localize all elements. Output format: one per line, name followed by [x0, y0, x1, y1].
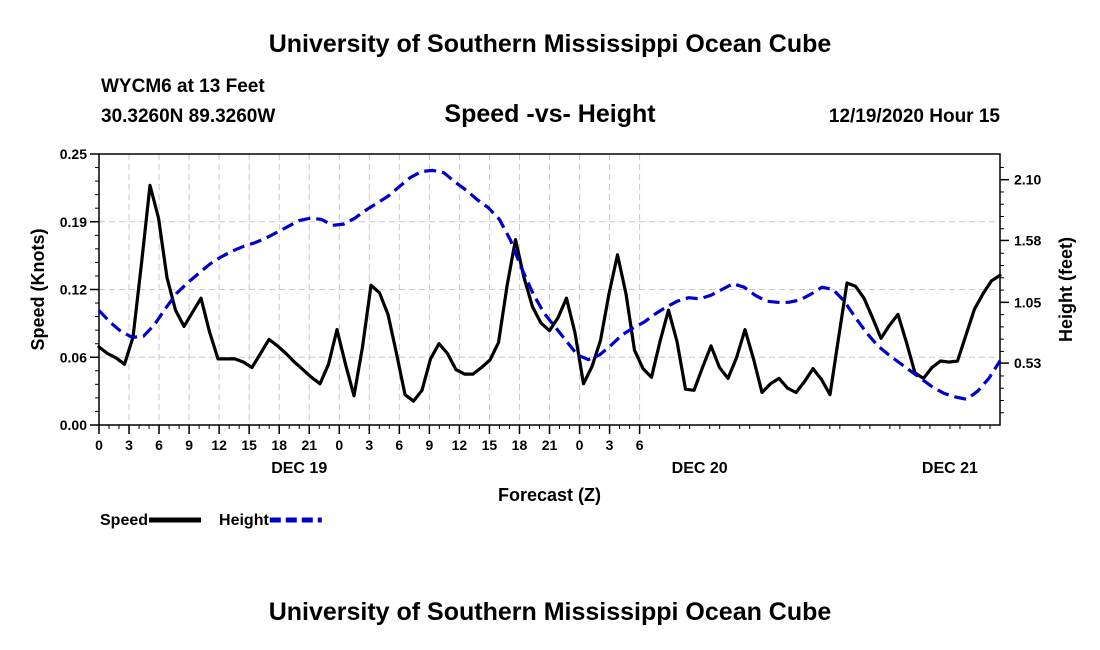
x-tick-label: 15: [482, 437, 498, 453]
plot-frame: [98, 153, 1001, 426]
x-day-label: DEC 21: [922, 460, 978, 477]
y-right-tick-label: 1.05: [1014, 294, 1041, 310]
x-tick-label: 12: [211, 437, 227, 453]
y-left-tick-label: 0.25: [60, 146, 87, 162]
x-day-label: DEC 20: [672, 460, 728, 477]
y-left-tick-label: 0.12: [60, 282, 87, 298]
series-line-height: [97, 168, 1002, 401]
x-tick-label: 0: [335, 437, 343, 453]
x-tick-label: 6: [395, 437, 403, 453]
series-line-speed: [97, 183, 1002, 403]
x-tick-label: 3: [125, 437, 133, 453]
x-tick-label: 0: [576, 437, 584, 453]
y-left-axis-title: Speed (Knots): [28, 228, 48, 350]
station-coordinates: 30.3260N 89.3260W: [101, 106, 276, 127]
y-left-tick-label: 0.19: [60, 214, 87, 230]
forecast-timestamp: 12/19/2020 Hour 15: [828, 106, 1000, 127]
y-right-tick-label: 1.58: [1014, 232, 1041, 248]
y-right-tick-label: 2.10: [1014, 172, 1041, 188]
x-tick-label: 15: [241, 437, 257, 453]
header-title: University of Southern Mississippi Ocean…: [268, 30, 832, 58]
station-name: WYCM6 at 13 Feet: [101, 76, 265, 97]
x-day-label: DEC 19: [271, 460, 327, 477]
legend-label-height: Height: [219, 512, 269, 529]
chart-title: Speed -vs- Height: [444, 100, 656, 128]
x-tick-label: 12: [452, 437, 468, 453]
y-right-tick-label: 0.53: [1014, 355, 1041, 371]
x-tick-label: 9: [425, 437, 433, 453]
x-tick-label: 6: [636, 437, 644, 453]
x-tick-label: 6: [155, 437, 163, 453]
y-right-axis-title: Height (feet): [1056, 237, 1076, 342]
x-axis-title: Forecast (Z): [498, 485, 601, 505]
x-tick-label: 21: [301, 437, 317, 453]
x-tick-label: 3: [365, 437, 373, 453]
y-left-tick-label: 0.00: [60, 417, 87, 433]
x-tick-label: 18: [512, 437, 528, 453]
x-tick-label: 18: [271, 437, 287, 453]
legend-label-speed: Speed: [100, 512, 148, 529]
x-tick-label: 0: [95, 437, 103, 453]
y-left-tick-label: 0.06: [60, 349, 87, 365]
footer-title: University of Southern Mississippi Ocean…: [268, 598, 832, 626]
x-tick-label: 3: [606, 437, 614, 453]
x-tick-label: 9: [185, 437, 193, 453]
x-tick-label: 21: [542, 437, 558, 453]
